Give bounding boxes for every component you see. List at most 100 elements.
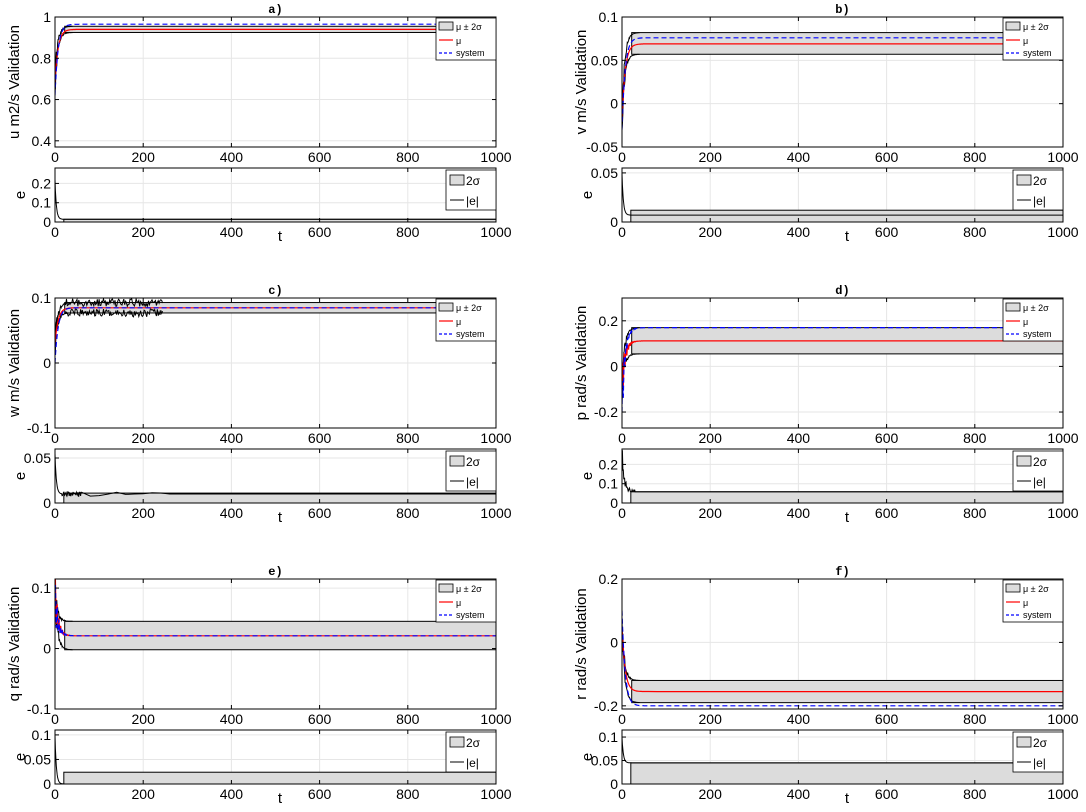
plot-area: [55, 453, 496, 503]
x-tick-label: 0: [51, 711, 59, 727]
x-tick-label: 200: [132, 711, 156, 727]
x-tick-label: 600: [308, 149, 332, 165]
legend-entry-mean: μ: [456, 36, 461, 46]
legend-entry-system: system: [456, 48, 485, 58]
x-tick-label: 0: [618, 149, 626, 165]
x-axis-label: t: [278, 228, 283, 245]
axes-frame: [54, 167, 497, 223]
y-axis-label: p rad/s Validation: [573, 306, 590, 421]
x-tick-label: 600: [875, 711, 899, 727]
legend-entry-error: |e|: [466, 475, 479, 489]
y-tick-label: 0: [610, 358, 618, 374]
error-axis-label: e: [579, 472, 596, 480]
legend-entry-2sigma: 2σ: [1033, 736, 1048, 750]
y-tick-label: 0.1: [599, 729, 619, 745]
system-line: [55, 584, 496, 637]
x-tick-label: 1000: [480, 505, 511, 521]
system-line: [622, 37, 1063, 130]
subplot-title: f): [835, 565, 849, 579]
error-axes: 0 200 400 600 800 1000 0 0.05 e t 2σ |e|: [579, 165, 1079, 245]
axes-frame: [621, 578, 1064, 710]
legend-entry-2sigma: 2σ: [1033, 174, 1048, 188]
y-tick-label: -0.05: [586, 139, 618, 155]
plot-area: [55, 579, 496, 651]
y-tick-label: 0: [43, 641, 51, 657]
plot-area: [622, 327, 1063, 413]
x-tick-label: 600: [308, 430, 332, 446]
legend: 2σ |e|: [1012, 450, 1064, 492]
error-axis-label: e: [12, 472, 29, 480]
x-tick-label: 400: [220, 224, 244, 240]
abs-error-line: [622, 737, 1063, 764]
x-tick-label: 800: [396, 224, 420, 240]
validation-axes: 0 200 400 600 800 1000-0.200.2r rad/s Validat…: [573, 571, 1079, 727]
y-tick-label: 0: [610, 495, 618, 511]
subplot-f: 0 200 400 600 800 1000-0.200.2r rad/s Validat…: [573, 565, 1079, 807]
x-tick-label: 800: [396, 505, 420, 521]
plot-area: [55, 179, 496, 222]
x-tick-label: 1000: [1047, 786, 1078, 802]
subplot-e: 0 200 400 600 800 1000-0.100.1q rad/s Validat…: [6, 565, 512, 807]
error-axis-label: e: [12, 753, 29, 761]
plot-area: [55, 23, 496, 96]
x-tick-label: 600: [875, 224, 899, 240]
x-tick-label: 800: [396, 711, 420, 727]
y-tick-label: 0: [610, 776, 618, 792]
y-axis-label: u m2/s Validation: [6, 25, 23, 139]
x-axis-label: t: [845, 790, 850, 807]
axes-frame: [621, 297, 1064, 429]
two-sigma-band: [63, 771, 496, 784]
y-tick-label: 0.8: [32, 50, 52, 66]
legend-band-swatch: [1005, 21, 1021, 31]
legend: 2σ |e|: [445, 169, 497, 211]
x-tick-label: 600: [875, 505, 899, 521]
x-tick-label: 1000: [1047, 430, 1078, 446]
legend-entry-error: |e|: [1033, 756, 1046, 770]
subplot-a: 0 200 400 600 800 1000 0.4 0.6 0.8 1 u m2/s Valida…: [6, 3, 512, 245]
y-axis-label: w m/s Validation: [6, 309, 23, 418]
x-tick-label: 0: [618, 711, 626, 727]
x-tick-label: 200: [132, 505, 156, 521]
x-tick-label: 200: [132, 149, 156, 165]
y-tick-label: 0.6: [32, 92, 52, 108]
noisy-band-edge: [64, 298, 164, 308]
abs-error-line: [622, 450, 1063, 493]
legend-entry-mean: μ: [456, 317, 461, 327]
x-tick-label: 1000: [480, 786, 511, 802]
error-axis-label: e: [579, 753, 596, 761]
y-tick-label: 0.05: [24, 751, 51, 767]
abs-error-line: [55, 453, 496, 498]
legend-entry-system: system: [456, 329, 485, 339]
abs-error-line: [55, 179, 496, 220]
x-tick-label: 800: [963, 711, 987, 727]
x-tick-label: 600: [875, 786, 899, 802]
x-tick-label: 200: [699, 430, 723, 446]
legend-band-swatch: [1016, 455, 1032, 467]
y-tick-label: 0.05: [591, 165, 618, 181]
band-edge-transient: [622, 53, 640, 129]
x-tick-label: 800: [396, 786, 420, 802]
x-tick-label: 400: [787, 711, 811, 727]
x-tick-label: 200: [132, 786, 156, 802]
y-tick-label: 0.2: [599, 313, 619, 329]
y-tick-label: 0.1: [32, 727, 52, 743]
legend-band-swatch: [1005, 583, 1021, 593]
y-tick-label: 0.1: [599, 9, 619, 25]
x-tick-label: 600: [308, 711, 332, 727]
legend: 2σ |e|: [445, 731, 497, 773]
legend-band-swatch: [1016, 174, 1032, 186]
y-tick-label: 0: [43, 355, 51, 371]
x-tick-label: 600: [308, 786, 332, 802]
system-line: [55, 23, 496, 96]
y-tick-label: 0: [43, 776, 51, 792]
legend-band-swatch: [438, 583, 454, 593]
band-edge-transient: [55, 598, 73, 651]
x-tick-label: 600: [875, 149, 899, 165]
x-tick-label: 1000: [480, 224, 511, 240]
x-tick-label: 0: [618, 430, 626, 446]
legend-entry-band: μ ± 2σ: [1023, 22, 1049, 32]
y-tick-label: 0.2: [599, 456, 619, 472]
y-tick-label: 0.1: [32, 195, 52, 211]
y-tick-label: 0: [610, 214, 618, 230]
x-tick-label: 600: [875, 430, 899, 446]
